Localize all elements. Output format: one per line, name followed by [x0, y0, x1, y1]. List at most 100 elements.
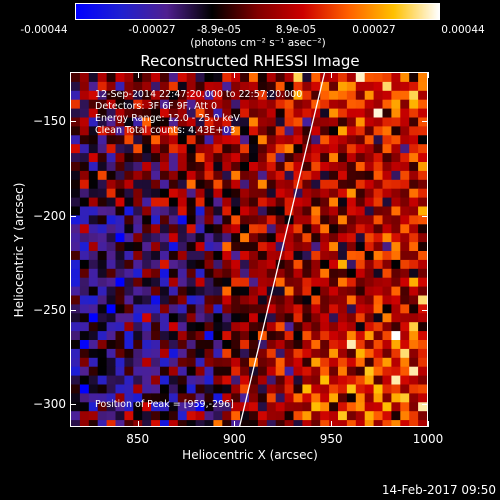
heatmap-cell	[338, 99, 348, 110]
heatmap-cell	[133, 348, 143, 359]
heatmap-cell	[142, 402, 152, 412]
heatmap-cell	[418, 420, 427, 426]
heatmap-cell	[213, 295, 223, 305]
heatmap-cell	[177, 135, 188, 145]
heatmap-cell	[293, 135, 303, 145]
heatmap-cell	[400, 206, 410, 216]
heatmap-cell	[124, 108, 134, 118]
heatmap-cell	[177, 411, 188, 421]
heatmap-cell	[257, 215, 268, 225]
heatmap-cell	[213, 117, 223, 127]
heatmap-image: 12-Sep-2014 22:47:20.000 to 22:57:20.000…	[71, 73, 427, 426]
heatmap-cell	[346, 402, 357, 412]
heatmap-cell	[79, 304, 90, 314]
heatmap-cell	[346, 144, 357, 154]
heatmap-cell	[249, 402, 259, 412]
heatmap-cell	[257, 224, 268, 234]
heatmap-cell	[249, 197, 259, 207]
x-tick-mark	[331, 72, 333, 78]
heatmap-cell	[151, 135, 161, 145]
heatmap-cell	[320, 144, 330, 154]
heatmap-cell	[311, 313, 321, 323]
heatmap-cell	[409, 402, 419, 412]
heatmap-cell	[71, 108, 81, 118]
heatmap-cell	[338, 197, 348, 207]
heatmap-cell	[222, 295, 232, 305]
colorbar-tick: 0.00027	[352, 24, 396, 36]
heatmap-cell	[249, 215, 259, 225]
heatmap-cell	[249, 188, 259, 199]
heatmap-cell	[329, 144, 339, 154]
heatmap-cell	[124, 73, 134, 83]
heatmap-cell	[88, 313, 99, 323]
heatmap-cell	[240, 393, 250, 403]
heatmap-cell	[97, 286, 108, 296]
heatmap-cell	[213, 162, 223, 172]
heatmap-cell	[106, 153, 116, 163]
x-tick-mark	[234, 421, 236, 427]
heatmap-cell	[275, 90, 286, 101]
heatmap-cell	[213, 268, 223, 279]
heatmap-cell	[311, 224, 321, 234]
heatmap-cell	[231, 153, 241, 163]
heatmap-cell	[266, 393, 277, 403]
heatmap-cell	[257, 375, 268, 385]
heatmap-cell	[168, 384, 179, 394]
heatmap-cell	[204, 331, 214, 341]
heatmap-cell	[355, 99, 366, 110]
heatmap-cell	[320, 286, 330, 296]
heatmap-cell	[409, 259, 419, 270]
heatmap-cell	[311, 81, 321, 92]
heatmap-cell	[71, 215, 81, 225]
heatmap-cell	[142, 215, 152, 225]
heatmap-cell	[204, 179, 214, 190]
heatmap-cell	[329, 153, 339, 163]
heatmap-cell	[400, 259, 410, 270]
heatmap-cell	[266, 224, 277, 234]
heatmap-cell	[338, 162, 348, 172]
heatmap-cell	[400, 277, 410, 288]
heatmap-cell	[213, 384, 223, 394]
x-axis-label: Heliocentric X (arcsec)	[182, 448, 318, 462]
heatmap-cell	[177, 224, 188, 234]
heatmap-cell	[284, 366, 294, 377]
heatmap-cell	[257, 304, 268, 314]
heatmap-cell	[329, 162, 339, 172]
heatmap-cell	[213, 233, 223, 243]
heatmap-cell	[338, 206, 348, 216]
heatmap-cell	[346, 108, 357, 118]
heatmap-cell	[311, 366, 321, 377]
heatmap-cell	[249, 286, 259, 296]
heatmap-cell	[151, 233, 161, 243]
heatmap-cell	[266, 277, 277, 288]
heatmap-cell	[400, 108, 410, 118]
heatmap-cell	[115, 402, 125, 412]
heatmap-cell	[222, 73, 232, 83]
heatmap-cell	[418, 259, 427, 270]
heatmap-cell	[142, 242, 152, 252]
heatmap-cell	[382, 366, 392, 377]
heatmap-cell	[302, 135, 312, 145]
heatmap-cell	[79, 90, 90, 101]
heatmap-cell	[364, 357, 375, 368]
heatmap-cell	[168, 206, 179, 216]
heatmap-cell	[275, 313, 286, 323]
heatmap-cell	[382, 295, 392, 305]
heatmap-cell	[142, 286, 152, 296]
heatmap-cell	[293, 357, 303, 368]
heatmap-cell	[106, 357, 116, 368]
heatmap-cell	[79, 224, 90, 234]
heatmap-cell	[302, 402, 312, 412]
heatmap-cell	[329, 357, 339, 368]
heatmap-cell	[391, 188, 401, 199]
heatmap-cell	[302, 179, 312, 190]
heatmap-cell	[97, 233, 108, 243]
heatmap-cell	[88, 340, 99, 350]
heatmap-cell	[293, 117, 303, 127]
heatmap-cell	[195, 170, 205, 181]
heatmap-cell	[346, 117, 357, 127]
heatmap-cell	[133, 322, 143, 332]
heatmap-cell	[88, 286, 99, 296]
heatmap-cell	[391, 81, 401, 92]
y-tick-mark	[70, 309, 76, 311]
